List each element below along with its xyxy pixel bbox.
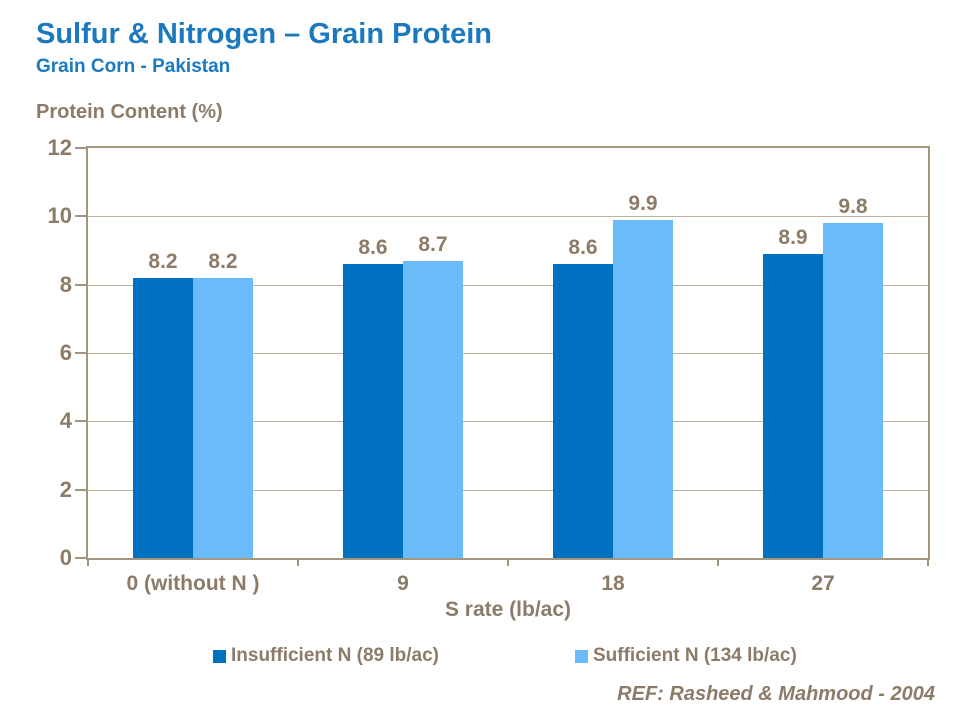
bar-value-label: 8.6 xyxy=(568,236,598,260)
bar-sufficient-n xyxy=(403,260,463,558)
y-axis-tick-mark xyxy=(75,215,86,218)
y-axis-tick-label: 4 xyxy=(59,408,72,434)
y-axis-tick-label: 8 xyxy=(59,271,72,297)
bar-insufficient-n xyxy=(133,277,193,558)
y-axis-tick-mark xyxy=(75,488,86,491)
bar-value-label: 9.8 xyxy=(838,195,868,219)
legend-swatch-insufficient-n xyxy=(213,649,226,663)
reference-citation: REF: Rasheed & Mahmood - 2004 xyxy=(617,683,935,705)
legend-label-sufficient-n: Sufficient N (134 lb/ac) xyxy=(593,645,797,666)
gridline xyxy=(88,284,928,286)
bar-insufficient-n xyxy=(553,264,613,558)
y-axis-tick-label: 6 xyxy=(59,340,72,365)
x-axis-category-label: 27 xyxy=(811,572,835,595)
legend-item-insufficient-n: Insufficient N (89 lb/ac) xyxy=(213,645,439,667)
x-axis-category-label: 9 xyxy=(397,572,409,595)
bar-value-label: 8.6 xyxy=(358,236,388,260)
legend-label-insufficient-n: Insufficient N (89 lb/ac) xyxy=(231,645,439,666)
gridline xyxy=(88,216,928,218)
y-axis-tick-label: 10 xyxy=(47,203,72,229)
legend-item-sufficient-n: Sufficient N (134 lb/ac) xyxy=(575,645,797,667)
bar-sufficient-n xyxy=(193,277,253,558)
x-axis-tick-mark xyxy=(927,558,929,566)
bar-value-label: 8.7 xyxy=(418,232,448,256)
x-axis-category-label: 18 xyxy=(601,572,625,595)
y-axis-title: Protein Content (%) xyxy=(36,101,223,123)
y-axis-tick-mark xyxy=(75,420,86,423)
plot-area xyxy=(86,146,930,560)
x-axis-tick-mark xyxy=(507,558,509,566)
gridline xyxy=(88,421,928,423)
gridline xyxy=(88,353,928,354)
bar-value-label: 9.9 xyxy=(628,191,658,215)
legend-swatch-sufficient-n xyxy=(575,649,588,663)
bar-sufficient-n xyxy=(613,219,673,558)
x-axis-title: S rate (lb/ac) xyxy=(444,598,572,621)
y-axis-tick-label: 12 xyxy=(47,135,72,160)
bar-value-label: 8.2 xyxy=(208,249,238,273)
chart-title: Sulfur & Nitrogen – Grain Protein xyxy=(36,18,492,50)
y-axis-tick-label: 0 xyxy=(59,545,72,570)
x-axis-tick-mark xyxy=(297,558,299,566)
bar-sufficient-n xyxy=(823,223,883,558)
bar-value-label: 8.9 xyxy=(778,225,808,249)
x-axis-tick-mark xyxy=(717,558,719,566)
x-axis-category-label: 0 (without N ) xyxy=(126,572,260,595)
chart-subtitle: Grain Corn - Pakistan xyxy=(36,56,231,77)
y-axis-tick-label: 2 xyxy=(59,476,72,502)
y-axis-tick-mark xyxy=(75,283,86,286)
gridline xyxy=(88,489,928,491)
y-axis-tick-mark xyxy=(75,352,86,354)
bar-insufficient-n xyxy=(763,253,823,558)
x-axis-tick-mark xyxy=(87,558,89,566)
bar-value-label: 8.2 xyxy=(148,249,178,273)
bar-insufficient-n xyxy=(343,264,403,558)
y-axis-tick-mark xyxy=(75,557,86,559)
y-axis-tick-mark xyxy=(75,147,86,149)
